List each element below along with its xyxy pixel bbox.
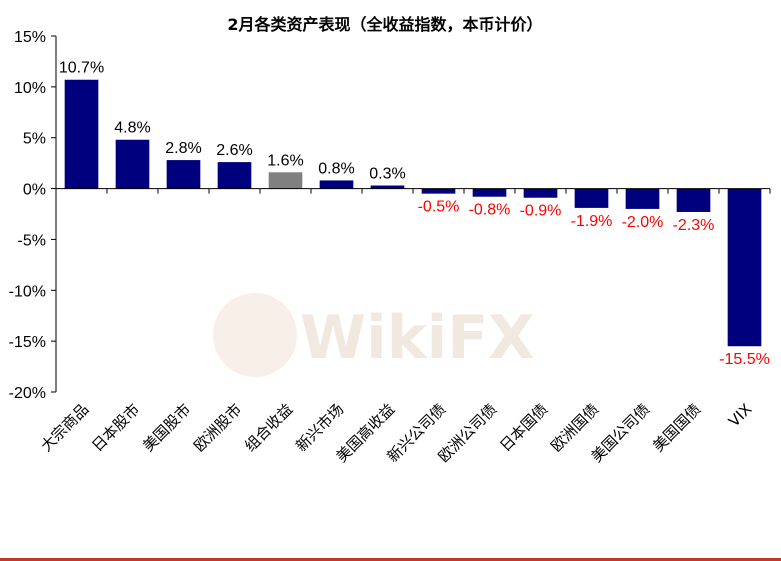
- bar: [217, 162, 252, 189]
- category-label: VIX: [725, 400, 755, 430]
- category-label: 欧洲股市: [190, 400, 245, 455]
- category-label: 美国股市: [139, 400, 194, 455]
- chart-title: 2月各类资产表现（全收益指数，本币计价）: [227, 15, 542, 34]
- category-label: 日本股市: [88, 400, 143, 455]
- y-axis-ticks: 15% 10% 5% 0% -5% -10% -15% -20%: [9, 29, 56, 402]
- value-labels: 10.7%4.8%2.8% 2.6%1.6% 0.8% 0.3%-0.5% -0.8% -…: [59, 60, 770, 368]
- value-label: -1.9%: [571, 213, 613, 230]
- bar: [370, 185, 405, 189]
- y-tick-label: 0%: [23, 182, 46, 199]
- value-label: -2.3%: [673, 217, 715, 234]
- y-tick-label: -5%: [18, 232, 46, 249]
- y-tick-label: 5%: [23, 131, 46, 148]
- bar: [472, 188, 507, 197]
- value-label: -0.9%: [520, 203, 562, 220]
- bar: [727, 188, 762, 347]
- value-label: -0.8%: [469, 202, 511, 219]
- category-label: 日本国债: [496, 400, 551, 455]
- bar: [574, 188, 609, 208]
- value-label: 1.6%: [267, 152, 303, 169]
- bar: [166, 160, 201, 189]
- y-tick-label: 15%: [14, 29, 46, 46]
- y-tick-label: -20%: [9, 385, 46, 402]
- bar: [625, 188, 660, 209]
- value-label: 0.8%: [318, 160, 354, 177]
- bar: [421, 188, 456, 194]
- y-tick-label: -15%: [9, 334, 46, 351]
- value-label: -2.0%: [622, 214, 664, 231]
- category-labels: 大宗商品日本股市美国股市欧洲股市组合收益新兴市场美国高收益新兴公司债欧洲公司债日…: [37, 400, 755, 466]
- value-label: 10.7%: [59, 60, 104, 77]
- watermark: WikiFX: [213, 293, 534, 377]
- value-label: -15.5%: [719, 351, 770, 368]
- bar: [64, 79, 99, 189]
- bar: [523, 188, 558, 198]
- y-tick-label: 10%: [14, 80, 46, 97]
- watermark-logo-icon: [213, 293, 297, 377]
- value-label: 4.8%: [114, 120, 150, 137]
- value-label: -0.5%: [418, 199, 460, 216]
- bottom-rule: [0, 558, 781, 561]
- bar: [115, 139, 150, 189]
- value-label: 0.3%: [369, 166, 405, 183]
- value-label: 2.6%: [216, 142, 252, 159]
- bar: [676, 188, 711, 212]
- category-label: 美国国债: [649, 400, 704, 455]
- bars: [64, 79, 762, 347]
- x-axis-ticks: [55, 188, 771, 194]
- bar: [268, 172, 303, 189]
- value-label: 2.8%: [165, 140, 201, 157]
- category-label: 组合收益: [241, 400, 296, 455]
- y-tick-label: -10%: [9, 283, 46, 300]
- category-label: 大宗商品: [37, 400, 92, 455]
- bar: [319, 180, 354, 189]
- watermark-text: WikiFX: [300, 303, 534, 373]
